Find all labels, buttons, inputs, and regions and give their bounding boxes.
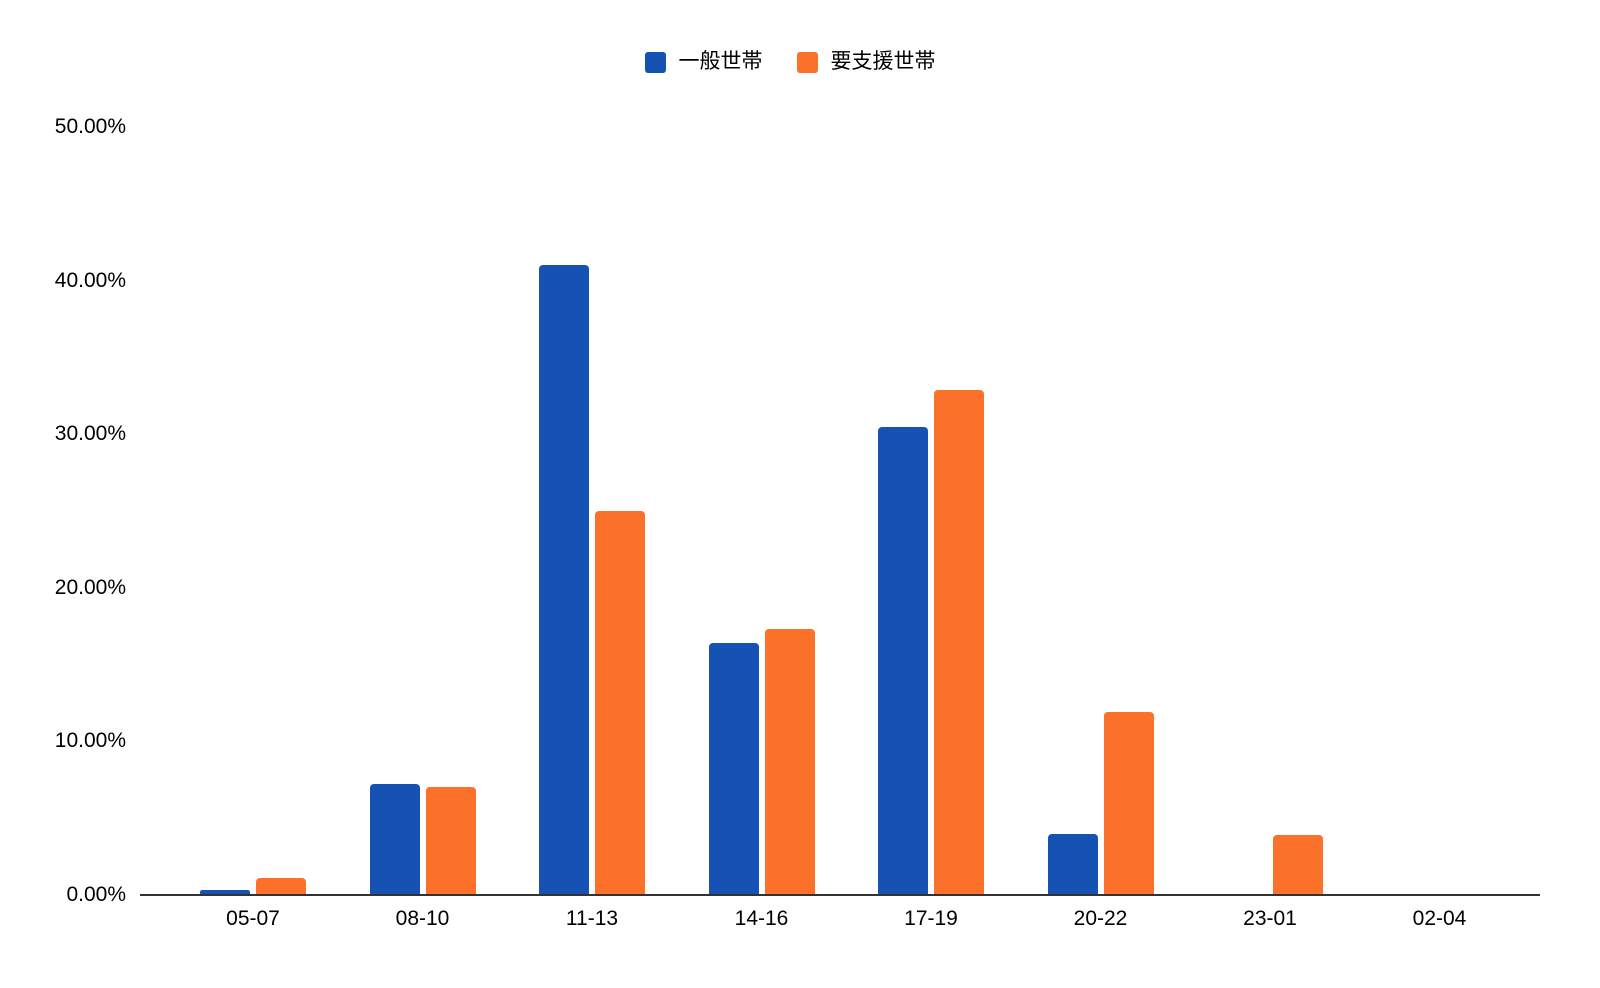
legend-swatch-general-icon xyxy=(644,51,666,73)
legend-item-support-households: 要支援世帯 xyxy=(796,48,936,76)
x-tick-label: 17-19 xyxy=(904,907,958,930)
y-tick-label: 0.00% xyxy=(66,883,126,906)
bar-general-17-19 xyxy=(878,426,928,895)
bar-general-14-16 xyxy=(708,643,759,895)
bar-general-11-13 xyxy=(539,265,589,895)
x-tick-label: 11-13 xyxy=(565,907,619,930)
y-tick-label: 50.00% xyxy=(54,115,126,138)
bar-general-20-22 xyxy=(1047,833,1098,895)
chart-legend: 一般世帯 要支援世帯 xyxy=(0,48,1580,76)
bar-support-23-01 xyxy=(1273,835,1323,895)
bar-support-20-22 xyxy=(1103,712,1154,895)
legend-label-support: 要支援世帯 xyxy=(830,50,936,73)
x-axis-line xyxy=(140,894,1540,896)
legend-item-general-households: 一般世帯 xyxy=(644,48,763,76)
bar-general-05-07 xyxy=(200,890,250,895)
bar-support-08-10 xyxy=(425,787,476,895)
x-tick-label: 23-01 xyxy=(1243,907,1297,930)
x-tick-label: 08-10 xyxy=(395,907,450,930)
x-tick-label: 14-16 xyxy=(734,907,789,930)
bar-support-05-07 xyxy=(256,878,306,895)
bar-general-08-10 xyxy=(369,784,420,895)
y-tick-label: 40.00% xyxy=(54,268,126,292)
legend-label-general: 一般世帯 xyxy=(678,50,763,73)
bar-support-17-19 xyxy=(934,389,984,895)
x-tick-label: 05-07 xyxy=(226,907,280,930)
bar-support-14-16 xyxy=(764,629,815,895)
legend-swatch-support-icon xyxy=(796,51,818,73)
y-tick-label: 30.00% xyxy=(54,422,126,446)
y-tick-label: 10.00% xyxy=(54,729,126,753)
y-tick-label: 20.00% xyxy=(54,575,126,599)
x-tick-label: 02-04 xyxy=(1412,907,1467,930)
bar-support-11-13 xyxy=(595,511,645,895)
x-tick-label: 20-22 xyxy=(1073,907,1128,930)
